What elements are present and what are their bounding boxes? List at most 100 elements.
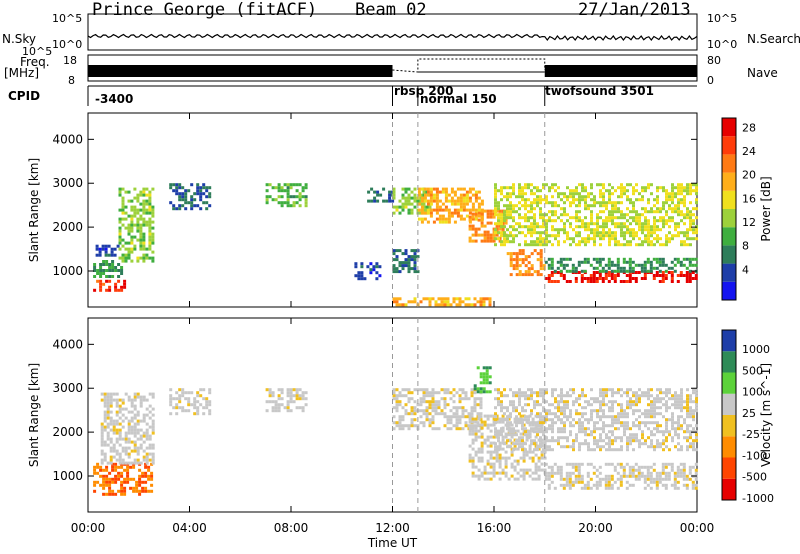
- power-echo-cell: [641, 243, 644, 247]
- velocity-echo-cell: [142, 449, 146, 453]
- power-echo-cell: [360, 265, 364, 269]
- velocity-echo-cell: [202, 412, 206, 416]
- velocity-echo-cell: [545, 415, 548, 419]
- power-echo-cell: [382, 187, 386, 191]
- velocity-echo-cell: [602, 412, 605, 416]
- velocity-echo-cell: [593, 430, 596, 434]
- power-echo-cell: [671, 237, 674, 241]
- station-title: Prince George (fitACF): [92, 0, 318, 20]
- velocity-echo-cell: [650, 394, 653, 398]
- velocity-echo-cell: [656, 442, 659, 446]
- velocity-echo-cell: [519, 474, 523, 478]
- power-echo-cell: [587, 204, 590, 208]
- power-echo-cell: [661, 277, 665, 280]
- power-echo-cell: [598, 277, 602, 280]
- power-echo-cell: [641, 198, 644, 202]
- power-echo-cell: [465, 199, 469, 203]
- velocity-echo-cell: [506, 409, 509, 413]
- velocity-echo-cell: [141, 486, 145, 490]
- velocity-echo-cell: [686, 406, 689, 410]
- power-echo-cell: [592, 277, 596, 280]
- velocity-echo-cell: [574, 465, 578, 469]
- velocity-echo-cell: [692, 448, 695, 452]
- velocity-echo-cell: [641, 430, 644, 434]
- power-echo-cell: [614, 216, 617, 220]
- power-echo-cell: [575, 198, 578, 202]
- velocity-echo-cell: [150, 462, 154, 466]
- power-echo-cell: [647, 240, 650, 244]
- power-echo-cell: [280, 201, 284, 205]
- velocity-echo-cell: [479, 406, 483, 410]
- power-echo-cell: [417, 187, 421, 191]
- power-echo-cell: [622, 266, 626, 270]
- velocity-echo-cell: [620, 445, 623, 449]
- power-echo-cell: [277, 189, 281, 193]
- velocity-echo-cell: [142, 431, 146, 435]
- power-echo-cell: [419, 193, 423, 197]
- velocity-echo-cell: [440, 409, 444, 413]
- power-echo-cell: [533, 225, 536, 229]
- velocity-echo-cell: [557, 403, 560, 407]
- velocity-echo-cell: [205, 400, 209, 404]
- power-echo-cell: [289, 183, 293, 187]
- velocity-echo-cell: [106, 407, 110, 411]
- power-echo-cell: [533, 228, 536, 232]
- power-echo-cell: [280, 186, 284, 190]
- power-echo-cell: [518, 225, 521, 229]
- power-echo-cell: [524, 273, 528, 277]
- velocity-echo-cell: [151, 392, 155, 396]
- velocity-echo-cell: [631, 474, 635, 478]
- velocity-echo-cell: [578, 430, 581, 434]
- velocity-echo-cell: [617, 436, 620, 440]
- power-echo-cell: [398, 297, 402, 301]
- velocity-echo-cell: [112, 425, 116, 429]
- velocity-echo-cell: [118, 458, 122, 462]
- velocity-echo-cell: [647, 409, 650, 413]
- freq-band-1: [88, 65, 393, 77]
- velocity-echo-cell: [271, 409, 275, 413]
- velocity-echo-cell: [694, 486, 698, 490]
- velocity-echo-cell: [142, 416, 146, 420]
- power-echo-cell: [590, 210, 593, 214]
- velocity-echo-cell: [536, 394, 539, 398]
- velocity-echo-cell: [522, 471, 526, 475]
- power-echo-cell: [566, 234, 569, 238]
- power-echo-cell: [629, 234, 632, 238]
- velocity-echo-cell: [539, 403, 542, 407]
- velocity-echo-cell: [495, 414, 499, 418]
- velocity-echo-cell: [495, 459, 499, 463]
- velocity-echo-cell: [560, 388, 563, 392]
- power-echo-cell: [366, 265, 370, 269]
- power-echo-cell: [506, 213, 509, 217]
- power-echo-cell: [599, 231, 602, 235]
- velocity-echo-cell: [553, 462, 557, 466]
- power-echo-cell: [438, 190, 442, 194]
- power-echo-cell: [187, 201, 191, 205]
- power-echo-cell: [123, 282, 127, 286]
- power-echo-cell: [533, 207, 536, 211]
- power-echo-cell: [662, 186, 665, 190]
- power-echo-cell: [587, 228, 590, 232]
- velocity-echo-cell: [103, 410, 107, 414]
- velocity-echo-cell: [93, 471, 97, 475]
- velocity-echo-cell: [480, 450, 484, 454]
- velocity-echo-cell: [510, 453, 514, 457]
- velocity-echo-cell: [181, 388, 185, 392]
- velocity-echo-cell: [503, 394, 506, 398]
- power-echo-cell: [431, 297, 435, 301]
- power-echo-cell: [673, 269, 677, 273]
- velocity-echo-cell: [494, 433, 497, 437]
- power-echo-cell: [680, 231, 683, 235]
- velocity-echo-cell: [611, 442, 614, 446]
- velocity-echo-cell: [540, 444, 544, 448]
- velocity-echo-cell: [650, 430, 653, 434]
- power-echo-cell: [477, 214, 481, 218]
- power-echo-cell: [551, 213, 554, 217]
- power-echo-cell: [432, 187, 436, 191]
- velocity-echo-cell: [477, 477, 481, 481]
- velocity-echo-cell: [616, 486, 620, 490]
- velocity-echo-cell: [398, 415, 402, 419]
- power-echo-cell: [404, 190, 408, 194]
- velocity-echo-cell: [498, 447, 502, 451]
- power-echo-cell: [623, 225, 626, 229]
